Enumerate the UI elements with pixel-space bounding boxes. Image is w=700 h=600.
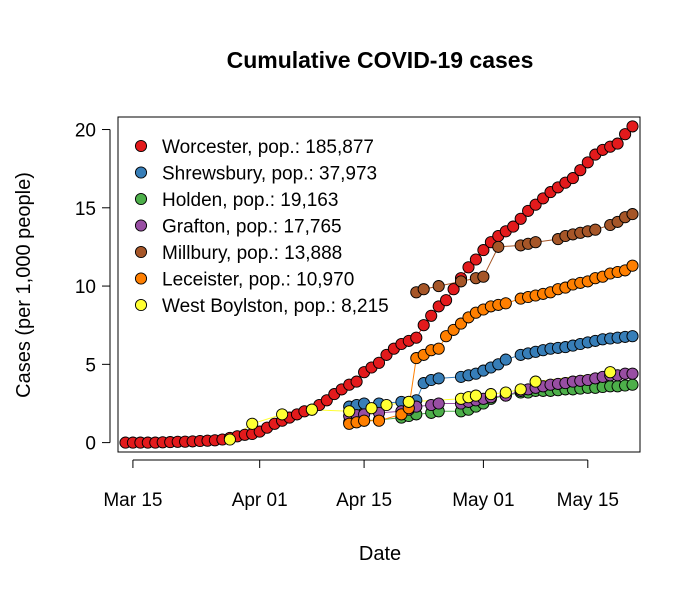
x-tick-label: Mar 15 — [103, 490, 162, 511]
y-axis-label: Cases (per 1,000 people) — [13, 172, 35, 398]
data-point-holden — [626, 378, 639, 391]
data-point-millbury — [477, 270, 490, 283]
legend-label-west-boylston: West Boylston, pop.: 8,215 — [162, 296, 389, 317]
legend-marker-worcester — [134, 139, 148, 153]
y-tick-label: 20 — [75, 121, 96, 142]
x-tick-label: May 01 — [452, 490, 514, 511]
data-point-west-boylston — [514, 383, 527, 396]
data-point-west-boylston — [380, 398, 393, 412]
data-point-west-boylston — [276, 408, 289, 421]
data-point-shrewsbury — [499, 353, 512, 366]
data-point-worcester — [447, 283, 460, 296]
y-tick-label: 0 — [85, 434, 96, 455]
data-point-west-boylston — [469, 389, 482, 402]
data-point-worcester — [350, 375, 363, 388]
data-point-west-boylston — [529, 375, 542, 388]
legend-label-millbury: Millbury, pop.: 13,888 — [162, 243, 342, 264]
legend-marker-millbury — [134, 245, 148, 259]
data-point-west-boylston — [246, 417, 259, 430]
x-tick-label: Apr 01 — [232, 490, 288, 511]
legend-label-holden: Holden, pop.: 19,163 — [162, 190, 338, 211]
data-point-worcester — [469, 253, 482, 266]
legend-marker-leceister — [134, 272, 148, 285]
legend: Worcester, pop.: 185,877 Shrewsbury, pop.… — [134, 137, 389, 317]
data-point-west-boylston — [305, 403, 318, 416]
data-point-millbury — [529, 236, 542, 249]
legend-label-worcester: Worcester, pop.: 185,877 — [162, 137, 374, 158]
data-point-west-boylston — [365, 402, 378, 415]
data-point-grafton — [626, 367, 639, 380]
data-point-worcester — [462, 261, 475, 274]
data-point-west-boylston — [499, 386, 512, 399]
data-point-worcester — [611, 137, 624, 150]
data-point-worcester — [619, 128, 632, 141]
data-point-leceister — [499, 297, 512, 310]
y-tick-label: 10 — [75, 277, 96, 298]
legend-label-shrewsbury: Shrewsbury, pop.: 37,973 — [162, 164, 377, 185]
data-point-grafton — [432, 397, 445, 410]
data-point-west-boylston — [604, 366, 617, 379]
data-point-west-boylston — [343, 405, 356, 418]
y-tick-label: 5 — [85, 355, 96, 376]
data-point-millbury — [454, 275, 468, 288]
data-point-worcester — [581, 156, 594, 169]
data-point-worcester — [410, 331, 423, 344]
data-point-worcester — [477, 244, 490, 257]
series-points — [119, 120, 639, 449]
data-point-leceister — [432, 342, 445, 355]
data-point-shrewsbury — [432, 372, 445, 385]
x-tick-label: May 15 — [557, 490, 619, 511]
chart-title: Cumulative COVID-19 cases — [227, 47, 534, 73]
data-point-worcester — [507, 220, 520, 233]
data-point-leceister — [358, 414, 371, 427]
data-point-worcester — [425, 309, 438, 322]
data-point-millbury — [626, 208, 639, 221]
y-axis: 0 5 10 15 20 — [75, 121, 111, 455]
data-point-worcester — [372, 356, 386, 369]
data-point-shrewsbury — [626, 330, 639, 343]
data-point-millbury — [417, 283, 430, 296]
data-point-west-boylston — [484, 388, 497, 401]
legend-label-leceister: Leceister, pop.: 10,970 — [162, 270, 354, 291]
legend-marker-holden — [134, 192, 148, 206]
data-point-leceister — [626, 259, 639, 272]
data-point-worcester — [626, 120, 639, 133]
legend-marker-grafton — [134, 219, 148, 232]
data-point-millbury — [492, 240, 505, 253]
data-point-millbury — [432, 280, 445, 293]
legend-label-grafton: Grafton, pop.: 17,765 — [162, 217, 342, 238]
y-tick-label: 15 — [75, 199, 96, 220]
data-point-worcester — [440, 294, 453, 307]
data-point-leceister — [372, 414, 386, 427]
x-tick-label: Apr 15 — [336, 490, 392, 511]
data-point-west-boylston — [402, 395, 415, 408]
legend-marker-shrewsbury — [134, 166, 148, 179]
legend-marker-west-boylston — [134, 298, 148, 312]
data-point-millbury — [589, 223, 602, 236]
data-point-worcester — [514, 212, 527, 225]
data-point-west-boylston — [223, 433, 236, 446]
x-axis-label: Date — [359, 543, 401, 565]
data-point-worcester — [566, 172, 579, 185]
data-point-worcester — [574, 164, 587, 177]
data-point-worcester — [417, 319, 430, 332]
plot-frame — [117, 116, 641, 453]
x-axis: Mar 15 Apr 01 Apr 15 May 01 May 15 — [103, 459, 619, 511]
